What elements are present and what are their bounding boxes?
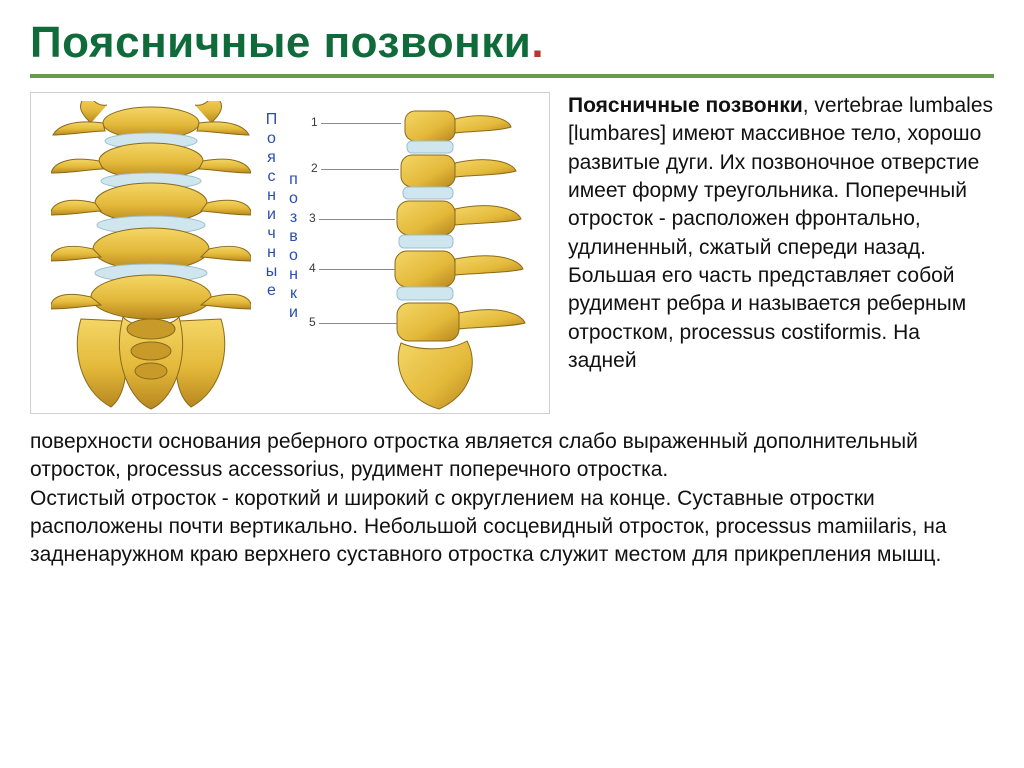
bottom-paragraph: поверхности основания реберного отростка… [30,428,994,570]
leader-5 [319,323,397,324]
vertebra-number-5: 5 [309,315,316,329]
right-bold: Поясничные позвонки [568,94,803,117]
lumbar-side-svg [321,101,531,411]
anatomy-figure: Поясничные позвонки [30,92,550,414]
title-dot: . [531,18,544,67]
leader-2 [321,169,399,170]
vertebra-number-2: 2 [311,161,318,175]
leader-4 [319,269,395,270]
figure-vertical-label-2: позвонки [283,171,303,323]
right-rest: , vertebrae lumbales [lumbares] имеют ма… [568,94,993,372]
lumbar-front-svg [51,101,251,411]
vertebra-number-1: 1 [311,115,318,129]
slide-title: Поясничные позвонки. [30,18,994,78]
vertebra-number-3: 3 [309,211,316,225]
right-paragraph: Поясничные позвонки, vertebrae lumbales … [568,92,994,414]
figure-vertical-label-1: Поясничные [261,111,281,301]
leader-1 [321,123,401,124]
vertebra-number-4: 4 [309,261,316,275]
title-text: Поясничные позвонки [30,18,531,67]
leader-3 [319,219,395,220]
